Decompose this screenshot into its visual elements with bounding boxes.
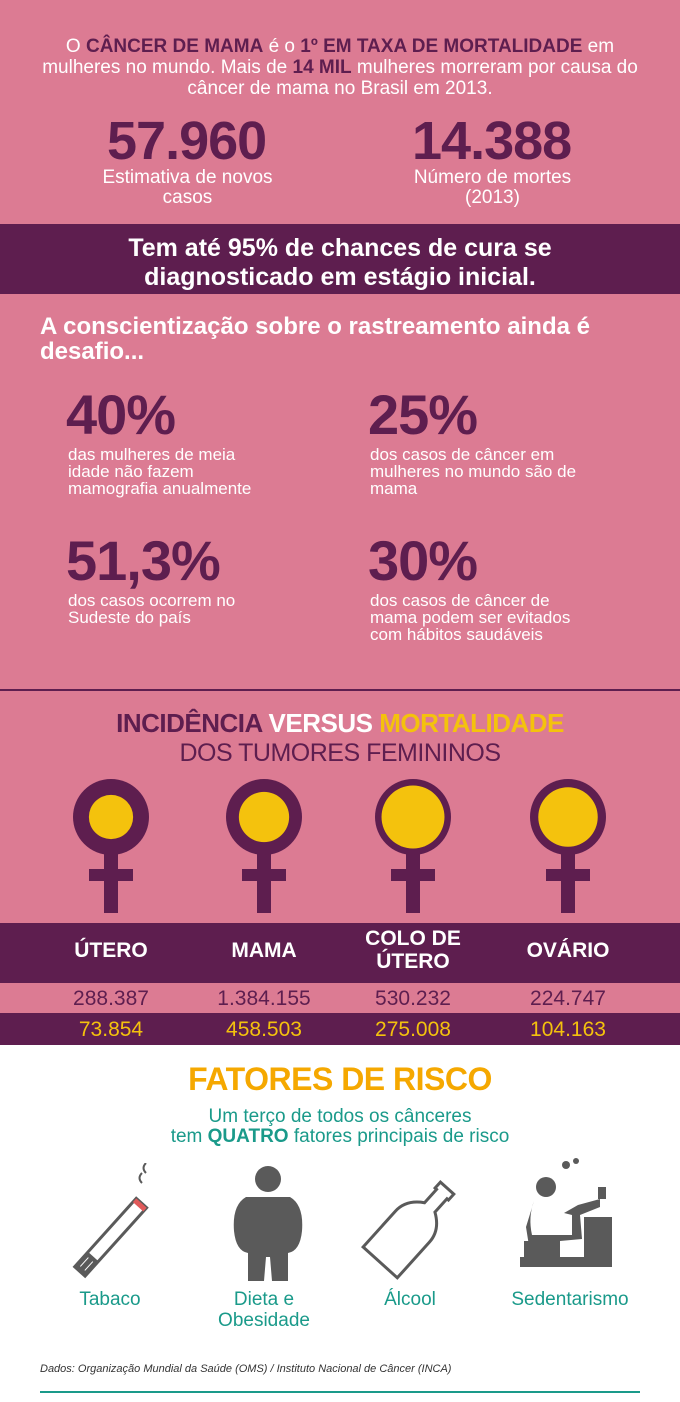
risk-title: FATORES DE RISCO — [188, 1061, 492, 1097]
awareness-section: A conscientização sobre o rastreamento a… — [0, 294, 680, 689]
incidence-title: INCIDÊNCIA VERSUS MORTALIDADE — [0, 708, 680, 739]
incidence-section: INCIDÊNCIA VERSUS MORTALIDADE DOS TUMORE… — [0, 689, 680, 1047]
new-cases-caption: Estimativa de novos casos — [102, 167, 273, 208]
deaths-number: 14.388 — [412, 111, 572, 171]
mortality-utero: 73.854 — [78, 1018, 144, 1041]
deaths-caption: Número de mortes (2013) — [413, 167, 572, 208]
incidence-subtitle: DOS TUMORES FEMININOS — [179, 739, 501, 767]
cure-banner: Tem até 95% de chances de cura se diagno… — [0, 224, 680, 294]
mortality-ovario: 104.163 — [530, 1018, 606, 1041]
mortality-circle — [538, 787, 598, 847]
stat-513-value: 51,3% — [66, 529, 221, 592]
risk-sub-tem: tem — [170, 1126, 208, 1147]
risk-label-sedentarismo: Sedentarismo — [511, 1289, 629, 1310]
symbol-stem — [406, 853, 420, 913]
female-symbol-2 — [375, 779, 451, 913]
title-versus: VERSUS — [268, 708, 380, 738]
awareness-title: A conscientização sobre o rastreamento a… — [40, 313, 590, 365]
label-mama: MAMA — [231, 939, 297, 962]
sedentary-person-icon — [520, 1158, 612, 1267]
label-ovario: OVÁRIO — [526, 939, 610, 962]
label-colo-utero: COLO DE ÚTERO — [365, 927, 461, 973]
mortality-circle — [88, 794, 134, 840]
intro-text-2: é o — [263, 36, 301, 57]
cigarette-icon — [72, 1163, 149, 1279]
symbol-stem — [561, 853, 575, 913]
mortality-band: 73.854 458.503 275.008 104.163 — [0, 1013, 680, 1047]
risk-section: FATORES DE RISCO Um terço de todos os câ… — [0, 1045, 680, 1402]
incidence-mama: 1.384.155 — [217, 987, 311, 1010]
stat-30-value: 30% — [368, 529, 478, 592]
cure-banner-text: Tem até 95% de chances de cura se diagno… — [128, 234, 552, 291]
mortality-mama: 458.503 — [226, 1018, 302, 1041]
obese-person-icon — [233, 1166, 303, 1281]
bottom-rule — [40, 1391, 640, 1393]
intro-paragraph: O CÂNCER DE MAMA é o 1º EM TAXA DE MORTA… — [40, 36, 640, 99]
intro-text-1: O — [65, 36, 86, 57]
risk-label-tabaco: Tabaco — [79, 1289, 141, 1310]
stat-25-text: dos casos de câncer em mulheres no mundo… — [370, 445, 577, 498]
risk-subtitle-line-1: Um terço de todos os cânceres — [208, 1106, 472, 1127]
intro-text-4: mulheres morreram por causa do câncer de… — [187, 57, 638, 99]
incidence-ovario: 224.747 — [530, 987, 606, 1010]
new-cases-number: 57.960 — [107, 111, 267, 171]
symbol-crossbar — [242, 869, 286, 881]
intro-highlight-breast-cancer: CÂNCER DE MAMA — [85, 36, 264, 57]
stat-40-text: das mulheres de meia idade não fazem mam… — [68, 445, 252, 498]
risk-label-alcool: Álcool — [384, 1289, 436, 1310]
title-incidence: INCIDÊNCIA — [116, 708, 269, 738]
risk-sub-quatro: QUATRO — [207, 1126, 289, 1147]
intro-highlight-14mil: 14 MIL — [292, 57, 352, 78]
stat-25-value: 25% — [368, 383, 478, 446]
female-symbol-1 — [226, 779, 302, 913]
risk-subtitle-line-2: tem QUATRO fatores principais de risco — [0, 1127, 680, 1147]
female-symbol-3 — [530, 779, 606, 913]
mortality-circle — [381, 785, 445, 849]
risk-label-dieta: Dieta e Obesidade — [218, 1289, 310, 1331]
risk-subtitle: Um terço de todos os cânceres tem QUATRO… — [0, 1107, 680, 1147]
mortality-colo-utero: 275.008 — [375, 1018, 451, 1041]
intro-section: O CÂNCER DE MAMA é o 1º EM TAXA DE MORTA… — [0, 0, 680, 224]
stat-30-text: dos casos de câncer de mama podem ser ev… — [370, 591, 571, 644]
intro-highlight-mortality: 1º EM TAXA DE MORTALIDADE — [300, 36, 583, 57]
symbol-stem — [104, 853, 118, 913]
symbol-crossbar — [391, 869, 435, 881]
stat-513-text: dos casos ocorrem no Sudeste do país — [68, 591, 236, 627]
bottle-icon — [361, 1179, 456, 1280]
stat-40-value: 40% — [66, 383, 176, 446]
mortality-circle — [238, 791, 290, 843]
incidence-colo-utero: 530.232 — [375, 987, 451, 1010]
symbol-crossbar — [546, 869, 590, 881]
risk-sub-rest: fatores principais de risco — [288, 1126, 510, 1147]
symbol-crossbar — [89, 869, 133, 881]
title-mortality: MORTALIDADE — [379, 708, 564, 738]
source-note: Dados: Organização Mundial da Saúde (OMS… — [40, 1363, 452, 1375]
intro-text-3: em mulheres no mundo. Mais de — [42, 36, 615, 78]
incidence-utero: 288.387 — [73, 987, 149, 1010]
female-symbol-0 — [73, 779, 149, 913]
label-utero: ÚTERO — [74, 939, 148, 962]
symbol-stem — [257, 853, 271, 913]
tumor-labels-band: ÚTERO MAMA COLO DE ÚTERO OVÁRIO — [0, 923, 680, 983]
female-symbols — [73, 779, 606, 913]
